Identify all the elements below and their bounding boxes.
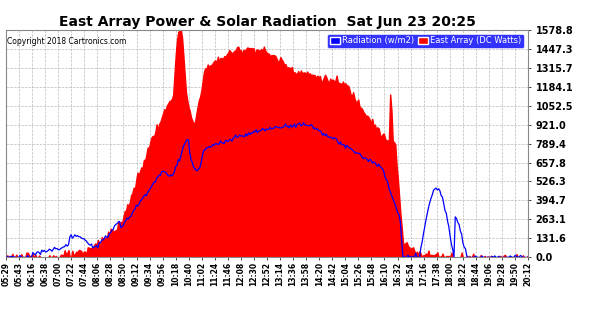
Text: Copyright 2018 Cartronics.com: Copyright 2018 Cartronics.com [7,37,126,46]
Legend: Radiation (w/m2), East Array (DC Watts): Radiation (w/m2), East Array (DC Watts) [327,34,524,48]
Title: East Array Power & Solar Radiation  Sat Jun 23 20:25: East Array Power & Solar Radiation Sat J… [59,15,475,28]
